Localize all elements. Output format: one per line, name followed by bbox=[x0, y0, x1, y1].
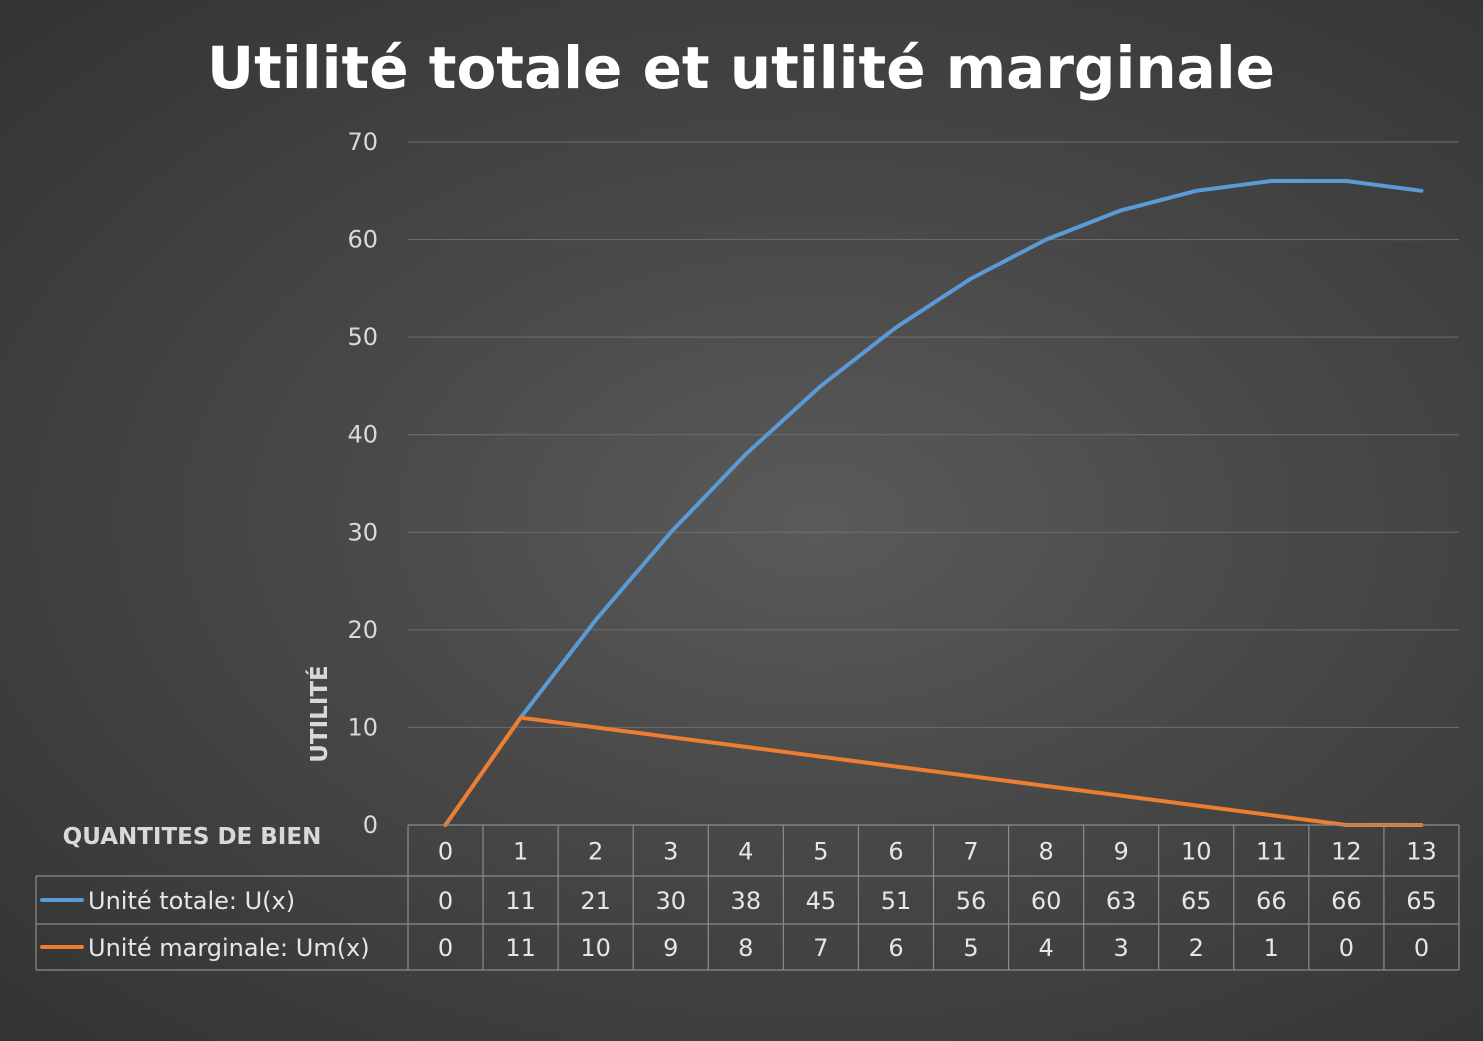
series-line-marginal bbox=[443, 715, 1424, 827]
y-tick-label: 0 bbox=[363, 811, 378, 839]
y-tick-label: 50 bbox=[347, 323, 378, 351]
data-label: 21 bbox=[580, 887, 611, 915]
data-label: 11 bbox=[505, 934, 536, 962]
data-label: 11 bbox=[505, 887, 536, 915]
data-label: 0 bbox=[1339, 934, 1354, 962]
x-tick-label: 9 bbox=[1114, 838, 1129, 866]
data-label: 7 bbox=[813, 934, 828, 962]
y-axis-ticks: 0 10 20 30 40 50 60 70 bbox=[347, 128, 378, 839]
data-label: 45 bbox=[806, 887, 837, 915]
x-tick-label: 8 bbox=[1038, 838, 1053, 866]
y-tick-label: 60 bbox=[347, 226, 378, 254]
data-label: 38 bbox=[731, 887, 762, 915]
data-label: 3 bbox=[1114, 934, 1129, 962]
data-label: 56 bbox=[956, 887, 987, 915]
y-tick-label: 70 bbox=[347, 128, 378, 156]
x-tick-label: 5 bbox=[813, 838, 828, 866]
data-label: 5 bbox=[963, 934, 978, 962]
gridlines bbox=[408, 141, 1459, 728]
x-tick-label: 10 bbox=[1181, 838, 1212, 866]
series-lines bbox=[443, 179, 1424, 827]
y-tick-label: 40 bbox=[347, 421, 378, 449]
data-label: 65 bbox=[1406, 887, 1437, 915]
x-tick-label: 11 bbox=[1256, 838, 1287, 866]
data-label: 66 bbox=[1256, 887, 1287, 915]
y-tick-label: 20 bbox=[347, 616, 378, 644]
data-label: 65 bbox=[1181, 887, 1212, 915]
data-label: 51 bbox=[881, 887, 912, 915]
legend-label: Unité marginale: Um(x) bbox=[88, 934, 370, 962]
y-tick-label: 30 bbox=[347, 518, 378, 546]
x-tick-label: 2 bbox=[588, 838, 603, 866]
data-label: 0 bbox=[438, 887, 453, 915]
data-label: 6 bbox=[888, 934, 903, 962]
x-tick-label: 6 bbox=[888, 838, 903, 866]
data-label: 1 bbox=[1264, 934, 1279, 962]
x-axis-title: QUANTITES DE BIEN bbox=[63, 824, 322, 850]
chart-title: Utilité totale et utilité marginale bbox=[207, 34, 1275, 102]
series-line-total bbox=[443, 179, 1424, 827]
x-tick-label: 12 bbox=[1331, 838, 1362, 866]
y-axis-title: UTILITÉ bbox=[305, 665, 333, 763]
y-tick-label: 10 bbox=[347, 713, 378, 741]
data-label: 9 bbox=[663, 934, 678, 962]
data-label: 10 bbox=[580, 934, 611, 962]
data-label: 8 bbox=[738, 934, 753, 962]
x-tick-label: 13 bbox=[1406, 838, 1437, 866]
x-tick-label: 7 bbox=[963, 838, 978, 866]
x-tick-label: 4 bbox=[738, 838, 753, 866]
data-label: 60 bbox=[1031, 887, 1062, 915]
data-label: 30 bbox=[655, 887, 686, 915]
data-label: 0 bbox=[1414, 934, 1429, 962]
x-tick-label: 0 bbox=[438, 838, 453, 866]
legend-label: Unité totale: U(x) bbox=[88, 887, 295, 915]
x-tick-label: 3 bbox=[663, 838, 678, 866]
data-label: 63 bbox=[1106, 887, 1137, 915]
data-label: 4 bbox=[1038, 934, 1053, 962]
x-tick-label: 1 bbox=[513, 838, 528, 866]
data-label: 66 bbox=[1331, 887, 1362, 915]
data-label: 2 bbox=[1189, 934, 1204, 962]
data-label: 0 bbox=[438, 934, 453, 962]
